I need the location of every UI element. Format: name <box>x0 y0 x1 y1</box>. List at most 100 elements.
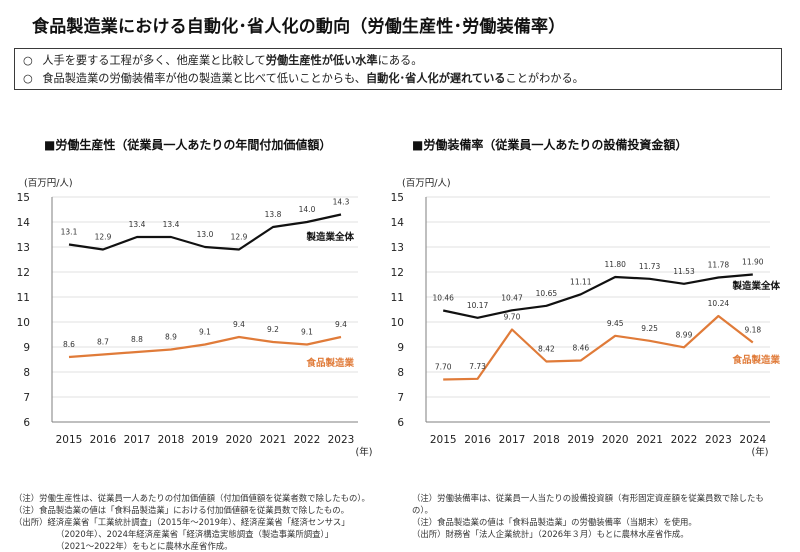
x-tick-label: 2021 <box>636 434 663 446</box>
data-label: 8.8 <box>131 335 143 344</box>
data-label: 11.11 <box>570 277 592 286</box>
data-label: 8.99 <box>676 330 693 339</box>
y-axis-unit-label: (百万円/人) <box>402 178 451 189</box>
page-title: 食品製造業における自動化･省人化の動向（労働生産性･労働装備率） <box>32 17 566 37</box>
data-label: 8.46 <box>572 344 589 353</box>
note-line: （注）労働装備率は、従業員一人当たりの設備投資額（有形固定資産額を従業員数で除し… <box>412 493 764 503</box>
x-tick-label: 2016 <box>464 434 491 446</box>
y-tick-label: 8 <box>397 367 404 379</box>
y-tick-label: 7 <box>23 392 30 404</box>
y-tick-label: 10 <box>391 317 404 329</box>
data-label: 9.1 <box>301 328 313 337</box>
summary-text: ことがわかる。 <box>505 72 584 85</box>
data-label: 11.73 <box>639 262 661 271</box>
x-tick-label: 2023 <box>705 434 732 446</box>
x-tick-label: 2021 <box>260 434 287 446</box>
x-tick-label: 2019 <box>567 434 594 446</box>
data-label: 11.78 <box>708 261 730 270</box>
x-tick-label: 2015 <box>56 434 83 446</box>
note-line: （注）労働生産性は、従業員一人あたりの付加価値額（付加価値額を従業者数で除したも… <box>14 493 370 503</box>
data-label: 9.45 <box>607 319 624 328</box>
data-label: 13.8 <box>265 210 282 219</box>
data-label: 13.0 <box>197 230 214 239</box>
x-tick-label: 2019 <box>192 434 219 446</box>
data-label: 9.2 <box>267 325 279 334</box>
note-line: （2021～2022年）をもとに農林水産省作成。 <box>56 541 233 551</box>
y-tick-label: 9 <box>397 342 404 354</box>
y-tick-label: 6 <box>23 417 30 429</box>
series-line <box>443 314 754 381</box>
summary-emphasis: 労働生産性が低い水準 <box>265 54 378 67</box>
data-label: 10.65 <box>536 289 558 298</box>
series-name-label: 製造業全体 <box>731 280 780 292</box>
y-tick-label: 10 <box>17 317 30 329</box>
summary-text: 人手を要する工程が多く、他産業と比較して <box>42 54 266 67</box>
y-tick-label: 11 <box>17 292 30 304</box>
y-tick-label: 12 <box>391 267 404 279</box>
y-tick-label: 11 <box>391 292 404 304</box>
data-label: 8.6 <box>63 340 75 349</box>
summary-box: ○ 人手を要する工程が多く、他産業と比較して労働生産性が低い水準にある。 ○ 食… <box>14 48 782 90</box>
data-label: 14.0 <box>299 205 316 214</box>
x-tick-label: 2018 <box>158 434 185 446</box>
summary-emphasis: 自動化･省人化が遅れている <box>365 72 506 85</box>
y-tick-label: 8 <box>23 367 30 379</box>
y-tick-label: 15 <box>17 192 30 204</box>
data-label: 13.1 <box>61 228 78 237</box>
x-tick-label: 2016 <box>90 434 117 446</box>
data-label: 11.53 <box>673 267 695 276</box>
data-label: 10.24 <box>708 299 730 308</box>
chart-title-equipment: ■労働装備率（従業員一人あたりの設備投資金額） <box>412 138 688 152</box>
data-label: 9.25 <box>641 324 658 333</box>
data-label: 7.70 <box>435 363 452 372</box>
note-line: （2020年）、2024年経済産業省「経済構造実態調査（製造事業所調査）」 <box>56 529 334 539</box>
notes-right: （注）労働装備率は、従業員一人当たりの設備投資額（有形固定資産額を従業員数で除し… <box>412 492 764 540</box>
summary-bullet: ○ <box>23 54 33 67</box>
x-tick-label: 2022 <box>294 434 321 446</box>
x-axis-unit-label: (年) <box>752 446 769 458</box>
data-label: 8.7 <box>97 338 109 347</box>
y-tick-label: 9 <box>23 342 30 354</box>
data-label: 9.1 <box>199 328 211 337</box>
x-tick-label: 2017 <box>124 434 151 446</box>
y-tick-label: 12 <box>17 267 30 279</box>
x-tick-label: 2024 <box>739 434 766 446</box>
data-label: 12.9 <box>231 233 248 242</box>
x-tick-label: 2017 <box>499 434 526 446</box>
x-tick-label: 2020 <box>226 434 253 446</box>
y-tick-label: 7 <box>397 392 404 404</box>
productivity-chart: (百万円/人) 6 7 8 9 10 11 12 13 14 15 2015 2016 2017 2018 2… <box>17 178 373 458</box>
summary-bullet: ○ <box>23 72 33 85</box>
series-line <box>68 335 342 359</box>
data-label: 10.47 <box>501 293 523 302</box>
note-line: の）。 <box>412 505 433 515</box>
data-label: 14.3 <box>333 198 350 207</box>
data-label: 8.9 <box>165 333 177 342</box>
y-tick-label: 14 <box>391 217 405 229</box>
note-line: （注）食品製造業の値は「食料品製造業」の労働装備率（当期末）を使用。 <box>412 517 697 527</box>
y-axis-unit-label: (百万円/人) <box>24 178 73 189</box>
note-line: （出所）経済産業省「工業統計調査」（2015年～2019年）、経済産業省「経済セ… <box>14 517 350 527</box>
data-label: 13.4 <box>163 220 180 229</box>
data-label: 12.9 <box>95 233 112 242</box>
data-label: 7.73 <box>469 362 486 371</box>
chart-title-productivity: ■労働生産性（従業員一人あたりの年間付加価値額） <box>44 138 332 152</box>
summary-line-2: ○ 食品製造業の労働装備率が他の製造業と比べて低いことからも、自動化･省人化が遅… <box>23 70 773 88</box>
summary-line-1: ○ 人手を要する工程が多く、他産業と比較して労働生産性が低い水準にある。 <box>23 52 773 70</box>
series-line <box>442 273 753 319</box>
y-tick-label: 13 <box>391 242 404 254</box>
y-tick-label: 15 <box>391 192 404 204</box>
data-label: 10.17 <box>467 301 489 310</box>
note-line: （注）食品製造業の値は「食料品製造業」における付加価値額を従業員数で除したもの。 <box>14 505 349 515</box>
summary-text: にある。 <box>377 54 423 67</box>
series-name-label: 食品製造業 <box>305 357 354 369</box>
data-label: 11.90 <box>742 258 764 267</box>
notes-left: （注）労働生産性は、従業員一人あたりの付加価値額（付加価値額を従業者数で除したも… <box>14 492 370 552</box>
x-tick-label: 2020 <box>602 434 629 446</box>
series-name-label: 食品製造業 <box>731 354 780 366</box>
series-name-label: 製造業全体 <box>305 231 354 243</box>
data-label: 9.4 <box>335 320 347 329</box>
summary-text: 食品製造業の労働装備率が他の製造業と比べて低いことからも、 <box>42 72 366 85</box>
x-axis-unit-label: (年) <box>356 446 373 458</box>
y-tick-label: 6 <box>397 417 404 429</box>
